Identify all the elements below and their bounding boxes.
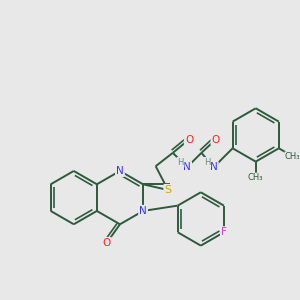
Text: N: N [139, 206, 147, 216]
Text: CH₃: CH₃ [248, 173, 263, 182]
Text: N: N [183, 162, 191, 172]
Text: N: N [116, 166, 124, 176]
Text: N: N [210, 162, 218, 172]
Text: S: S [164, 185, 172, 195]
Text: O: O [212, 134, 220, 145]
Text: O: O [103, 238, 111, 248]
Text: H: H [204, 158, 210, 167]
Text: H: H [177, 158, 184, 167]
Text: F: F [221, 227, 227, 237]
Text: CH₃: CH₃ [285, 152, 300, 161]
Text: O: O [185, 134, 193, 145]
